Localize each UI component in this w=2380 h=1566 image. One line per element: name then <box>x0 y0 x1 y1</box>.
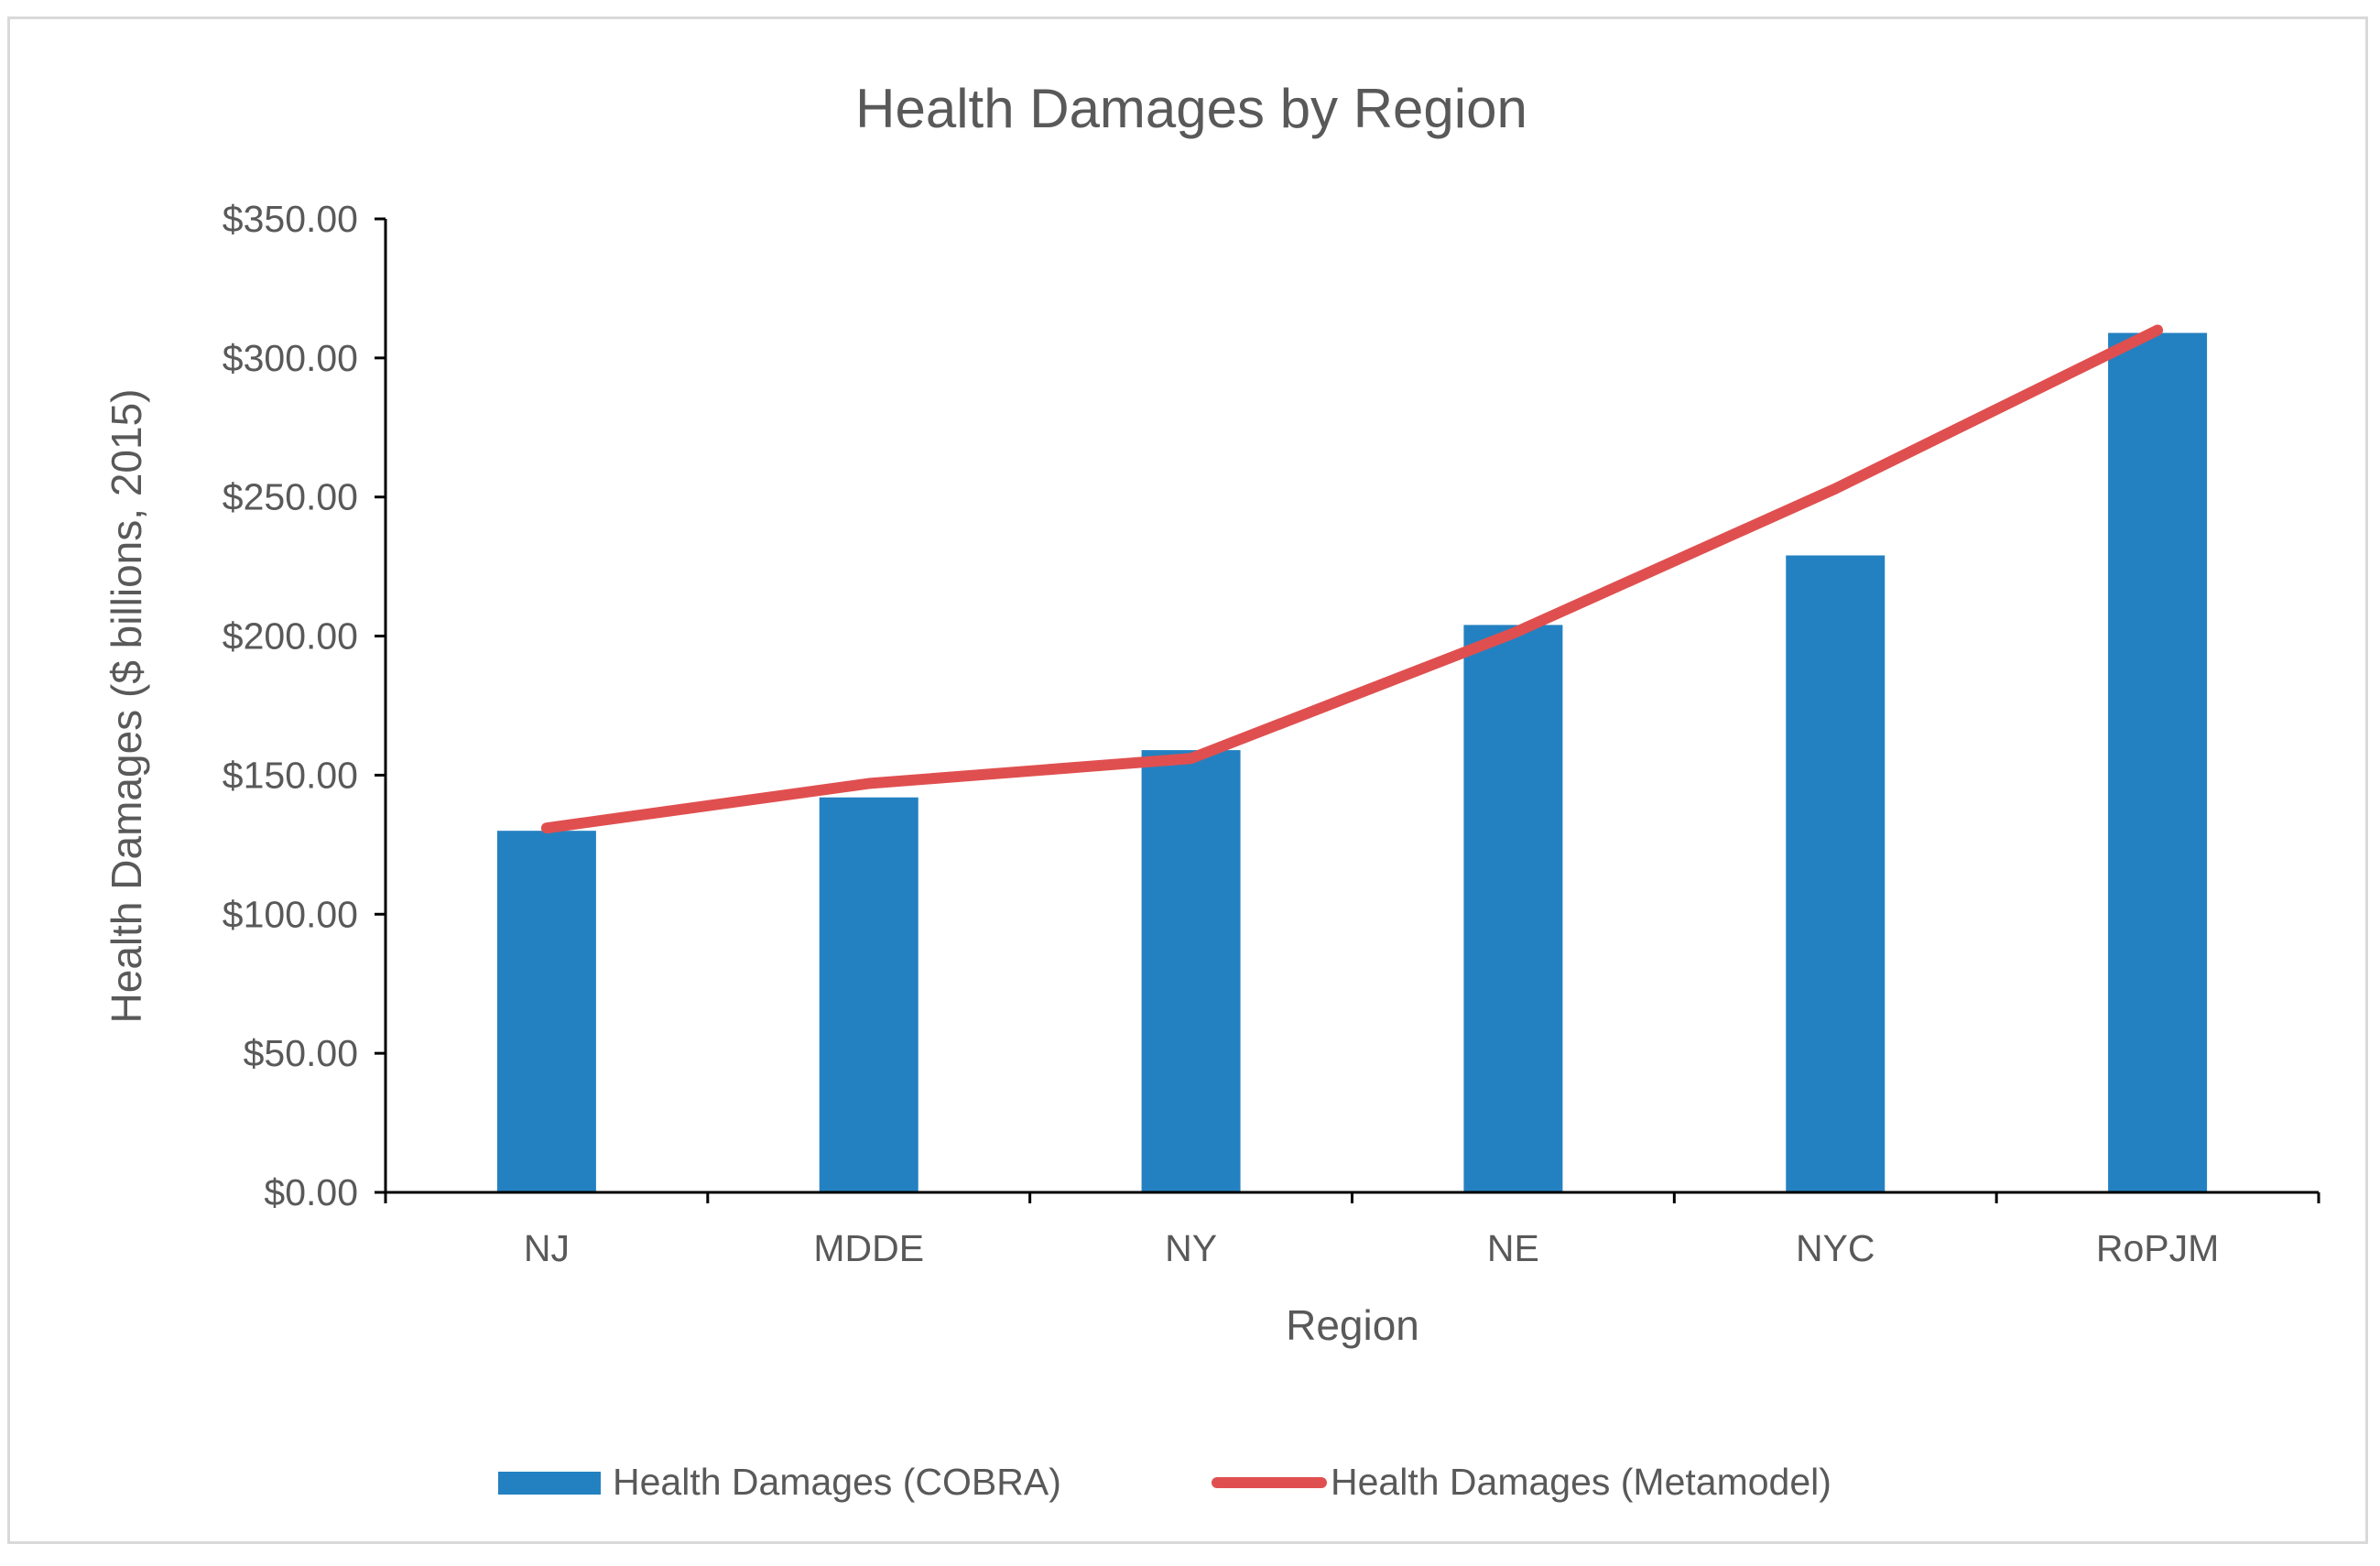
x-tick-label: NJ <box>524 1227 570 1269</box>
x-tick-label: NE <box>1487 1227 1539 1269</box>
y-tick-label: $100.00 <box>223 893 358 935</box>
chart-svg: Health Damages by Region $0.00 $50.00 $100… <box>103 78 2320 1503</box>
bar-nj <box>496 831 596 1192</box>
y-tick-label: $350.00 <box>223 198 358 240</box>
legend-label-cobra: Health Damages (COBRA) <box>613 1461 1061 1503</box>
x-tick-label: MDDE <box>813 1227 924 1269</box>
y-tick-label: $200.00 <box>223 615 358 658</box>
line-series-metamodel <box>540 324 2164 834</box>
y-tick-label: $300.00 <box>223 337 358 379</box>
bar-series-cobra <box>496 332 2208 1193</box>
legend-label-metamodel: Health Damages (Metamodel) <box>1331 1461 1831 1503</box>
bar-ne <box>1463 625 1563 1192</box>
y-tick-label: $0.00 <box>264 1171 358 1213</box>
bar-ny <box>1141 750 1241 1192</box>
x-axis-title: Region <box>1286 1301 1419 1349</box>
y-tick-label: $250.00 <box>223 476 358 518</box>
bar-mdde <box>819 797 918 1192</box>
x-tick-label: RoPJM <box>2096 1227 2219 1269</box>
metamodel-line <box>540 324 2164 834</box>
legend: Health Damages (COBRA) Health Damages (M… <box>498 1461 1831 1503</box>
x-tick-label: NY <box>1165 1227 1217 1269</box>
bar-ropjm <box>2108 332 2208 1193</box>
chart-frame: Health Damages by Region $0.00 $50.00 $100… <box>7 16 2368 1544</box>
y-tick-label: $50.00 <box>244 1032 358 1074</box>
y-axis-title: Health Damages ($ billions, 2015) <box>103 389 150 1024</box>
bar-nyc <box>1786 555 1886 1192</box>
legend-swatch-cobra <box>498 1472 601 1495</box>
y-tick-label: $150.00 <box>223 754 358 796</box>
x-axis-ticks <box>384 1192 2320 1203</box>
y-axis-ticks: $0.00 $50.00 $100.00 $150.00 $200.00 $250.00 $… <box>223 198 386 1213</box>
chart-title: Health Damages by Region <box>855 78 1527 139</box>
x-axis-tick-labels: NJ MDDE NY NE NYC RoPJM <box>524 1227 2219 1269</box>
x-tick-label: NYC <box>1796 1227 1875 1269</box>
